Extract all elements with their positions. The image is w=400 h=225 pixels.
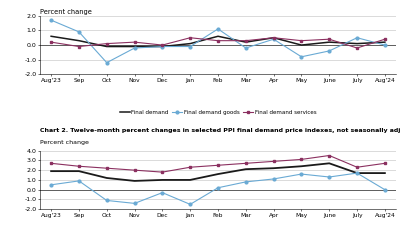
Text: Percent change: Percent change [40,9,92,15]
Text: Percent change: Percent change [40,140,89,145]
Text: Chart 2. Twelve-month percent changes in selected PPI final demand price indexes: Chart 2. Twelve-month percent changes in… [40,128,400,133]
Legend: Final demand, Final demand goods, Final demand services: Final demand, Final demand goods, Final … [118,108,318,117]
